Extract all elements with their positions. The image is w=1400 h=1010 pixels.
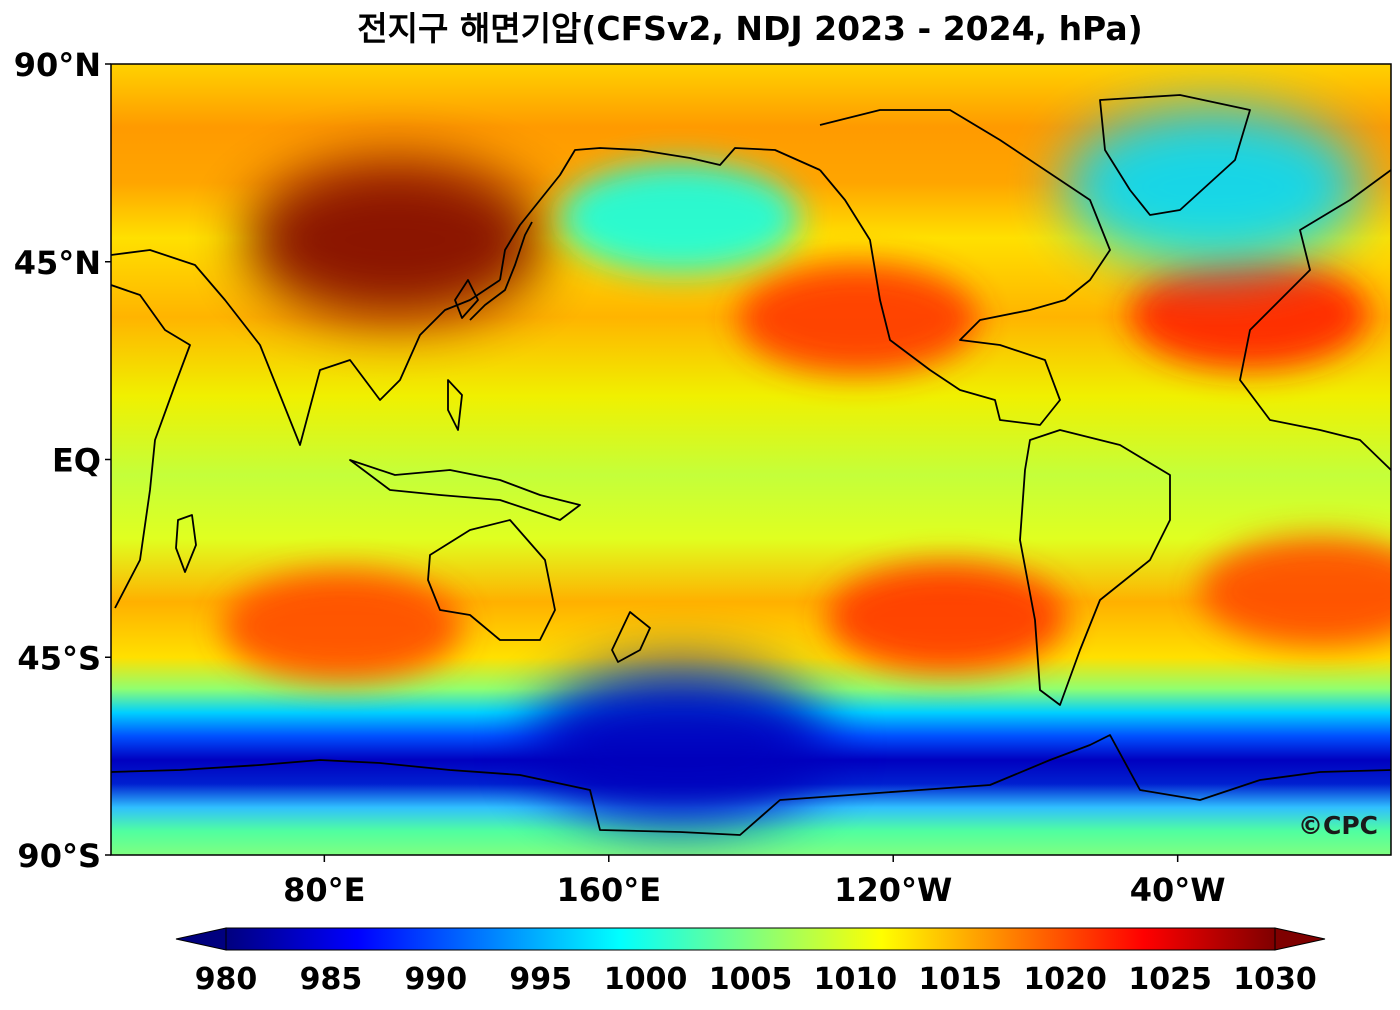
colorbar-label: 985 [300,962,363,997]
coastline-south-america [1019,429,1171,706]
pressure-system-icelandic-low [1063,107,1364,268]
coastline-korea [454,279,479,319]
colorbar-label: 990 [404,962,467,997]
colorbar-label: 1010 [814,962,898,997]
colorbar-label: 1030 [1233,962,1317,997]
colorbar-label: 1000 [604,962,688,997]
coastline-new-zealand [611,611,651,663]
coastline-europe-africa-west [1239,169,1391,471]
coastline-australia [427,519,556,641]
map-title: 전지구 해면기압(CFSv2, NDJ 2023 - 2024, hPa) [357,9,1142,48]
latitude-axis: 90°N 45°N EQ 45°S 90°S [14,46,111,875]
pressure-systems-layer [222,107,1391,826]
colorbar-label: 1025 [1128,962,1212,997]
pressure-field [111,64,1391,855]
colorbar-label: 1015 [919,962,1003,997]
pressure-system-south-indian-high [222,571,463,682]
coastline-japan [469,221,533,321]
lat-tick-label: EQ [52,442,101,480]
pressure-system-antarctic-trough [529,665,830,826]
longitude-axis: 80°E 160°E 120°W 40°W [283,855,1226,909]
lon-tick-label: 120°W [834,871,952,909]
lat-tick-label: 90°N [14,46,101,84]
coastline-east-asia [499,147,821,281]
lon-tick-label: 160°E [556,871,661,909]
colorbar-label: 995 [509,962,572,997]
pressure-system-south-pacific-high [826,562,1067,673]
colorbar-label: 1020 [1023,962,1107,997]
lat-tick-label: 45°N [14,244,101,282]
pressure-system-azores-high [1128,259,1369,370]
colorbar-gradient [225,927,1276,951]
coastline-philippines [447,379,463,431]
coastline-greenland [1099,94,1251,216]
pressure-system-south-atlantic-high [1199,536,1391,647]
colorbar-extend-low [175,927,227,951]
colorbar-label: 1005 [709,962,793,997]
lat-tick-label: 45°S [17,639,101,677]
coastlines [111,94,1391,836]
lon-tick-label: 80°E [283,871,365,909]
colorbar-labels: 980 985 990 995 1000 1005 1010 1015 1020 1025 1030 [195,962,1317,997]
coastline-antarctica [111,734,1391,836]
coastline-maritime-asia [349,459,581,521]
coastline-eurasia-south [111,249,501,446]
pressure-system-siberian-high [245,159,546,320]
colorbar-label: 980 [195,962,258,997]
coastline-north-america [819,109,1111,426]
colorbar-extend-high [1274,927,1326,951]
coastline-madagascar [175,514,197,573]
lon-tick-label: 40°W [1130,871,1226,909]
cpc-watermark: ©CPC [1298,811,1378,840]
lat-tick-label: 90°S [17,837,101,875]
pressure-system-north-pacific-high [737,263,978,374]
colorbar: 980 985 990 995 1000 1005 1010 1015 1020 1025 1030 [175,927,1326,997]
coastline-africa-east [111,284,191,609]
pressure-system-aleutian-low [559,162,800,273]
